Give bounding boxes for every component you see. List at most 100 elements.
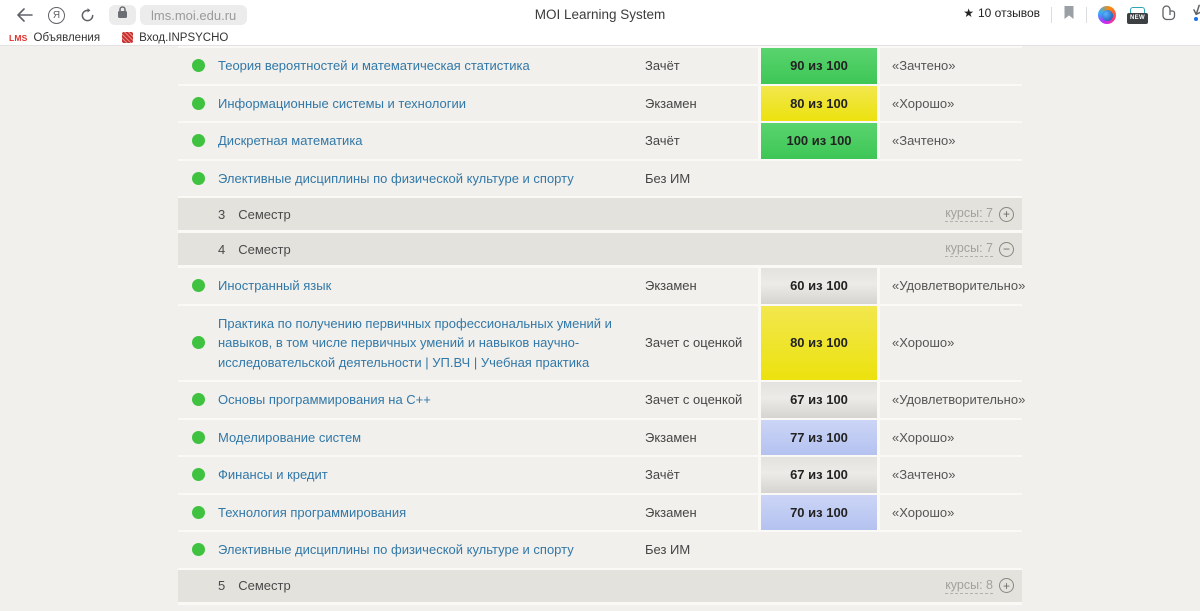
status-dot-icon (191, 336, 205, 350)
grade-text: «Удовлетворительно» (892, 392, 1026, 408)
address-url: lms.moi.edu.ru (151, 7, 237, 23)
semester-number: 4 (218, 241, 226, 257)
semester-section-row[interactable]: 5 Семестр курсы: 8 + (178, 569, 1022, 605)
inpsycho-emblem-icon (122, 32, 134, 43)
course-name-link[interactable]: Финансы и кредит (218, 467, 328, 482)
course-name-link[interactable]: Иностранный язык (218, 278, 332, 293)
download-icon[interactable] (1189, 4, 1200, 27)
semester-section-row[interactable]: 3 Семестр курсы: 7 + (178, 198, 1022, 233)
status-cell (178, 543, 218, 557)
grade-text: «Хорошо» (892, 504, 955, 520)
bookmark-label: Вход.INPSYCHO (139, 31, 229, 44)
course-row: Финансы и кредит Зачёт 67 из 100 «Зачтен… (178, 457, 1022, 495)
grade-text: «Зачтено» (892, 467, 956, 483)
semester-controls: курсы: 8 + (945, 578, 1014, 594)
status-cell (178, 96, 218, 110)
course-name-link[interactable]: Технология программирования (218, 504, 407, 520)
score-cell: 67 из 100 (758, 457, 880, 493)
status-dot-icon (191, 59, 205, 73)
course-row: Технология программирования Экзамен 70 и… (178, 494, 1022, 532)
status-cell (178, 393, 218, 407)
grade-text: «Хорошо» (892, 335, 955, 351)
course-name-link[interactable]: Дискретная математика (218, 133, 363, 148)
new-feature-icon[interactable]: NEW (1127, 6, 1148, 24)
status-cell (178, 336, 218, 350)
course-name-link[interactable]: Практика по получению первичных професси… (218, 315, 612, 370)
course-name-cell: Элективные дисциплины по физической куль… (218, 161, 645, 197)
refresh-icon[interactable] (80, 7, 95, 23)
expand-icon[interactable]: + (999, 578, 1014, 593)
status-dot-icon (191, 279, 205, 293)
collapse-icon[interactable]: − (999, 241, 1014, 257)
score-cell (758, 532, 880, 568)
course-name-cell: Дискретная математика (218, 123, 645, 159)
exam-type: Зачёт (645, 133, 680, 149)
score-badge: 67 из 100 (758, 457, 880, 493)
course-name-cell: Технология программирования (218, 495, 645, 531)
grades-table: Теория вероятностей и математическая ста… (178, 46, 1026, 605)
site-reviews-button[interactable]: ★ 10 отзывов (963, 6, 1040, 24)
status-dot-icon (191, 96, 205, 110)
lms-logo-icon: LMS (9, 32, 28, 43)
extension-glove-icon[interactable] (1159, 4, 1178, 26)
site-security-button[interactable] (109, 5, 136, 25)
semester-controls: курсы: 7 − (945, 241, 1014, 257)
course-row: Информационные системы и технологии Экза… (178, 85, 1022, 123)
bookmarks-bar: LMS Объявления Вход.INPSYCHO (0, 30, 1200, 46)
yandex-services-icon[interactable]: Я (48, 6, 65, 24)
semester-number: 5 (218, 578, 226, 593)
nav-icons: Я (0, 6, 95, 24)
exam-type: Зачёт (645, 58, 680, 74)
profile-avatar-icon[interactable] (1098, 6, 1116, 24)
score-badge: 90 из 100 (758, 48, 880, 84)
status-cell (178, 468, 218, 482)
status-cell (178, 134, 218, 148)
semester-section-row[interactable]: 4 Семестр курсы: 7 − (178, 233, 1022, 268)
exam-type: Без ИМ (645, 542, 691, 558)
course-name-cell: Практика по получению первичных професси… (218, 306, 645, 381)
score-badge: 70 из 100 (758, 494, 880, 530)
semester-number: 3 (218, 206, 226, 222)
back-icon[interactable] (16, 8, 33, 22)
status-dot-icon (191, 430, 205, 444)
bookmark-flag-icon[interactable] (1063, 5, 1075, 25)
courses-count-link[interactable]: курсы: 7 (945, 241, 993, 257)
course-name-link[interactable]: Моделирование систем (218, 429, 362, 445)
new-badge-label: NEW (1127, 12, 1148, 24)
course-name-link[interactable]: Теория вероятностей и математическая ста… (218, 58, 530, 73)
score-cell: 67 из 100 (758, 382, 880, 418)
bookmark-announcements[interactable]: LMS Объявления (9, 32, 100, 44)
score-badge: 100 из 100 (758, 123, 880, 159)
camera-brackets-icon (1130, 6, 1145, 13)
status-cell (178, 505, 218, 519)
bookmark-label: Объявления (33, 31, 101, 44)
course-row: Элективные дисциплины по физической куль… (178, 161, 1022, 198)
status-cell (178, 59, 218, 73)
expand-icon[interactable]: + (999, 206, 1014, 222)
status-dot-icon (191, 171, 205, 185)
address-bar[interactable]: lms.moi.edu.ru (140, 5, 248, 25)
exam-type: Зачет с оценкой (645, 392, 743, 408)
grade-text: «Зачтено» (892, 133, 956, 149)
course-name-link[interactable]: Элективные дисциплины по физической куль… (218, 542, 574, 557)
course-name-cell: Теория вероятностей и математическая ста… (218, 48, 645, 84)
score-badge: 60 из 100 (758, 268, 880, 304)
course-name-link[interactable]: Основы программирования на C++ (218, 392, 431, 407)
courses-count-link[interactable]: курсы: 7 (945, 206, 993, 222)
status-cell (178, 279, 218, 293)
exam-type: Экзамен (645, 95, 697, 111)
bookmark-inpsycho[interactable]: Вход.INPSYCHO (122, 32, 228, 44)
course-name-link[interactable]: Элективные дисциплины по физической куль… (218, 170, 574, 186)
reviews-count: 10 отзывов (977, 6, 1040, 20)
lock-icon (117, 6, 128, 24)
score-cell: 80 из 100 (758, 305, 880, 380)
semester-controls: курсы: 7 + (945, 206, 1014, 222)
courses-count-link[interactable]: курсы: 8 (945, 577, 993, 594)
status-dot-icon (191, 468, 205, 482)
status-dot-icon (191, 134, 205, 148)
course-row: Основы программирования на C++ Зачет с о… (178, 382, 1026, 420)
score-badge: 67 из 100 (758, 382, 880, 418)
exam-type: Зачёт (645, 467, 680, 483)
course-name-link[interactable]: Информационные системы и технологии (218, 95, 466, 111)
